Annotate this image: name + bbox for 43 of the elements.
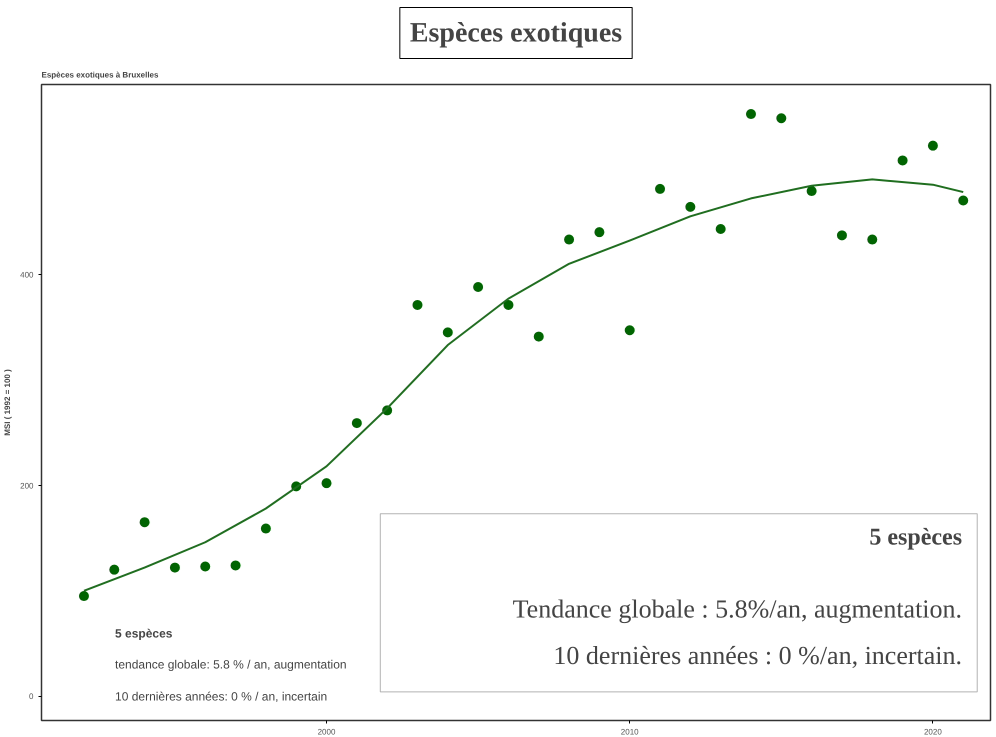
point	[200, 562, 210, 572]
point	[534, 332, 544, 342]
point	[78, 591, 89, 602]
point	[140, 517, 150, 528]
point	[624, 325, 635, 336]
y-tick-label: 0	[29, 692, 34, 702]
point	[836, 230, 847, 240]
x-tick-label: 2020	[924, 728, 942, 736]
point	[170, 562, 180, 573]
point	[867, 234, 878, 245]
chart-subtitle: Espèces exotiques à Bruxelles	[42, 70, 159, 80]
annotation: 5 espèces	[115, 626, 173, 640]
y-tick-label: 400	[20, 270, 34, 280]
point	[412, 300, 422, 310]
point	[594, 227, 604, 238]
point	[442, 327, 453, 338]
point	[806, 186, 817, 196]
point	[746, 109, 756, 120]
annotation: 5 espèces	[869, 524, 962, 550]
point	[109, 564, 120, 575]
y-tick-label: 200	[20, 481, 34, 490]
point	[655, 184, 666, 194]
annotation: tendance globale: 5.8 % / an, augmentation	[115, 658, 347, 672]
point	[352, 418, 362, 428]
y-axis-title: MSI ( 1992 = 100 )	[3, 368, 12, 436]
point	[503, 300, 514, 310]
point	[716, 224, 726, 234]
point	[685, 202, 696, 212]
x-tick-label: 2000	[318, 728, 336, 736]
point	[776, 113, 786, 124]
point	[928, 140, 938, 151]
annotation: 10 dernières années: 0 % / an, incertain	[115, 689, 328, 704]
point	[473, 282, 484, 292]
point	[564, 234, 574, 245]
x-tick-label: 2010	[620, 728, 640, 736]
annotation: 10 dernières années : 0 %/an, incertain.	[553, 641, 962, 670]
chart-title: Espèces exotiques	[410, 18, 622, 48]
point	[230, 560, 241, 570]
point	[322, 478, 332, 488]
point	[898, 155, 908, 166]
point	[958, 196, 968, 206]
annotation: Tendance globale : 5.8%/an, augmentation.	[512, 594, 962, 624]
point	[260, 524, 271, 534]
